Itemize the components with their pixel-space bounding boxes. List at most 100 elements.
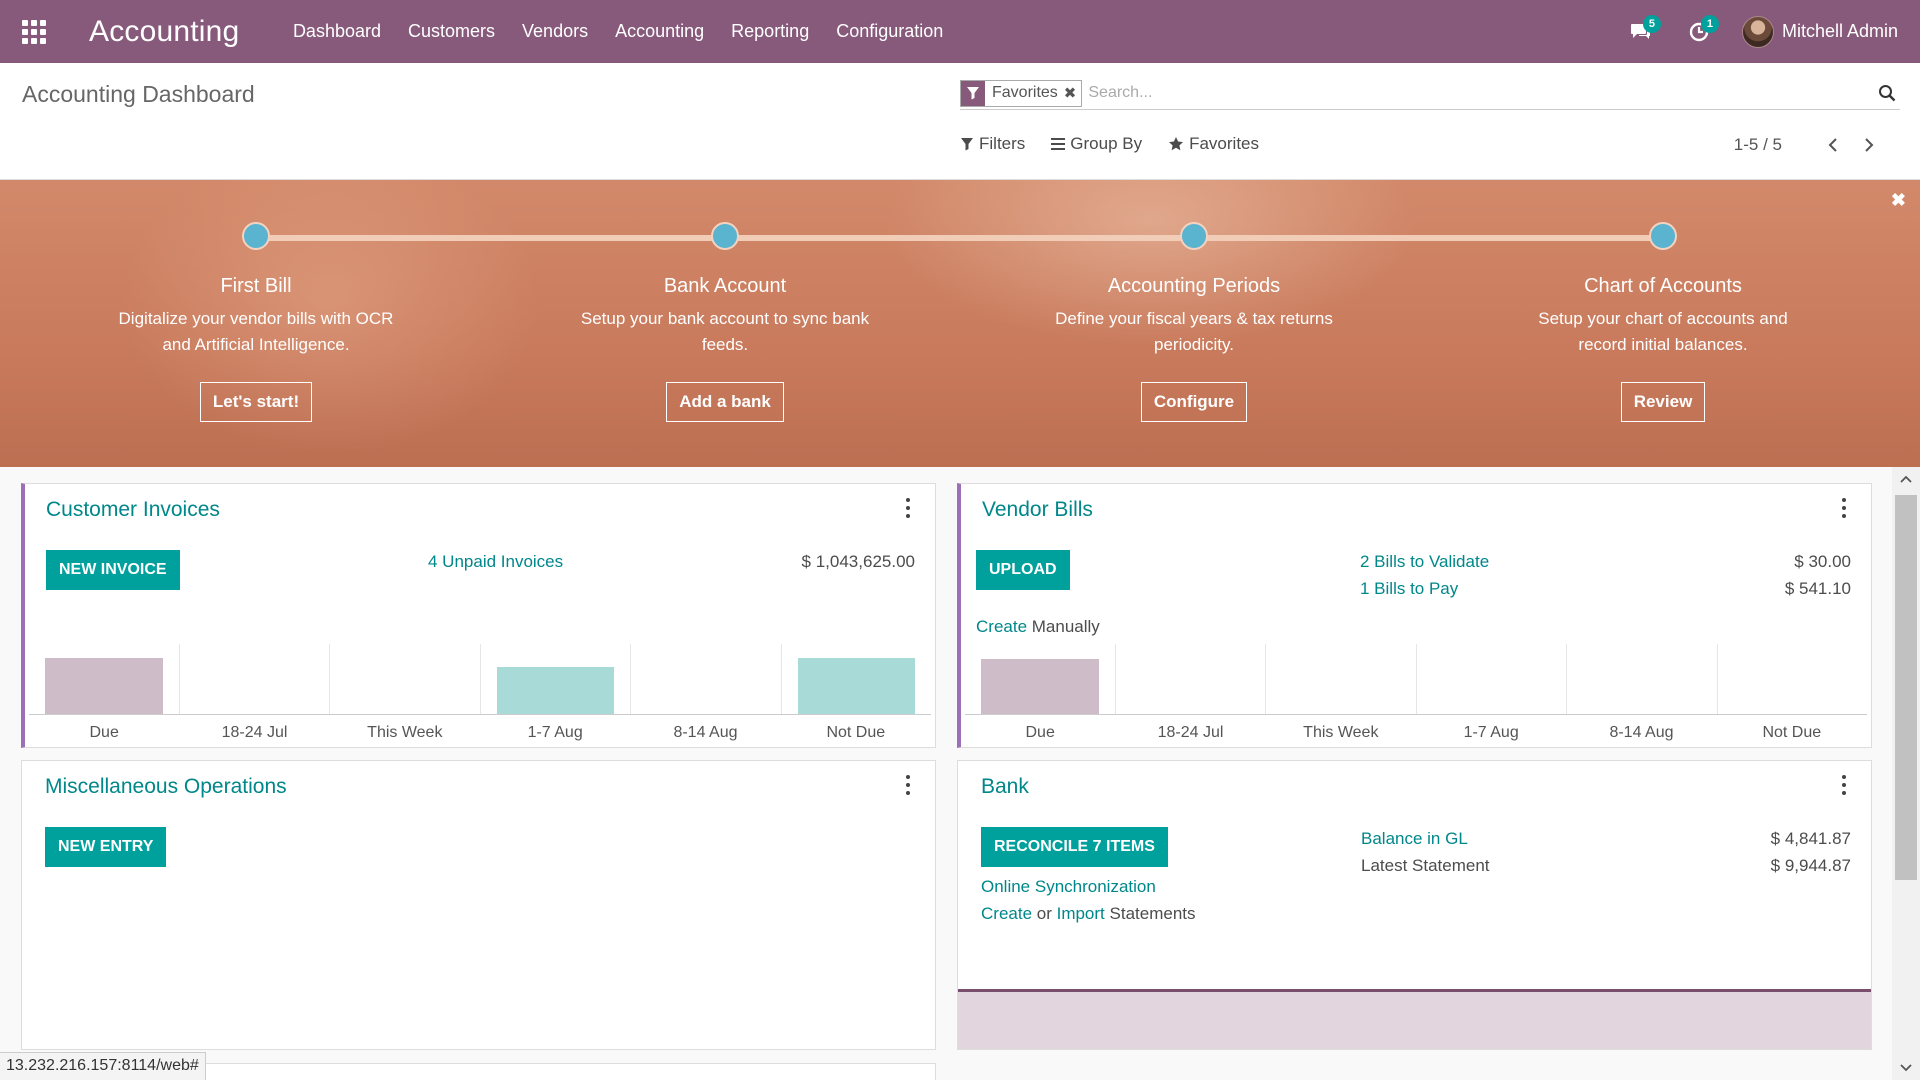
unpaid-invoices-link[interactable]: 4 Unpaid Invoices — [428, 552, 564, 571]
step-description: Digitalize your vendor bills with OCR an… — [118, 309, 394, 354]
search-icon[interactable] — [1874, 80, 1900, 106]
onboarding-step-accounting-periods: Accounting Periods Define your fiscal ye… — [979, 222, 1409, 422]
pager-previous-icon[interactable] — [1822, 134, 1844, 156]
apps-grid-icon[interactable] — [21, 19, 47, 45]
online-sync-link[interactable]: Online Synchronization — [981, 877, 1156, 896]
latest-statement-amount: $ 9,944.87 — [1770, 856, 1851, 875]
avatar — [1741, 15, 1774, 48]
facet-close-icon[interactable]: ✖ — [1063, 85, 1077, 102]
scroll-down-icon[interactable] — [1892, 1058, 1920, 1078]
add-bank-button[interactable]: Add a bank — [666, 382, 784, 422]
onboarding-step-first-bill: First Bill Digitalize your vendor bills … — [41, 222, 471, 422]
pager: 1-5 / 5 — [1734, 134, 1880, 156]
graph-label: 18-24 Jul — [221, 724, 288, 741]
user-menu[interactable]: Mitchell Admin — [1741, 15, 1898, 48]
create-link[interactable]: Create — [976, 617, 1028, 636]
latest-statement-label: Latest Statement — [1361, 856, 1490, 875]
favorites-button[interactable]: Favorites — [1168, 134, 1259, 154]
bills-to-pay-link[interactable]: 1 Bills to Pay — [1360, 579, 1459, 598]
onboarding-banner: ✖ First Bill Digitalize your vendor bill… — [0, 180, 1920, 467]
graph-bar-1-7-aug — [496, 667, 614, 714]
card-title[interactable]: Customer Invoices — [46, 498, 220, 521]
graph-labels: Due 18-24 Jul This Week 1-7 Aug 8-14 Aug… — [29, 724, 931, 742]
filters-label: Filters — [979, 134, 1026, 153]
step-dot — [242, 222, 270, 250]
invoice-graph[interactable] — [29, 644, 931, 714]
graph-label: Due — [89, 724, 119, 741]
pager-value[interactable]: 1-5 / 5 — [1733, 135, 1782, 154]
graph-label: 18-24 Jul — [1157, 724, 1224, 741]
card-title[interactable]: Vendor Bills — [982, 498, 1093, 521]
statements-text: Statements — [1104, 904, 1196, 923]
new-entry-button[interactable]: NEW ENTRY — [45, 827, 167, 867]
configure-button[interactable]: Configure — [1140, 382, 1248, 422]
review-button[interactable]: Review — [1620, 382, 1706, 422]
menu-reporting[interactable]: Reporting — [731, 21, 810, 41]
filter-icon — [961, 138, 973, 151]
graph-bar-due — [45, 658, 163, 714]
graph-bar-due — [981, 659, 1099, 714]
graph-label: Not Due — [826, 724, 886, 741]
groupby-button[interactable]: Group By — [1051, 134, 1142, 154]
menu-dashboard[interactable]: Dashboard — [292, 21, 381, 41]
bills-to-validate-link[interactable]: 2 Bills to Validate — [1360, 552, 1490, 571]
onboarding-step-bank-account: Bank Account Setup your bank account to … — [510, 222, 940, 422]
card-title[interactable]: Bank — [981, 775, 1029, 798]
scrollbar[interactable] — [1892, 467, 1920, 1080]
scroll-thumb[interactable] — [1895, 495, 1917, 880]
step-dot — [711, 222, 739, 250]
activities-button[interactable]: 1 — [1684, 14, 1719, 47]
upload-button[interactable]: UPLOAD — [976, 550, 1070, 590]
scroll-up-icon[interactable] — [1892, 469, 1920, 489]
bills-graph[interactable] — [965, 644, 1867, 714]
create-link[interactable]: Create — [981, 904, 1033, 923]
menu-accounting[interactable]: Accounting — [615, 21, 705, 41]
or-text: or — [1032, 904, 1057, 923]
kebab-menu-icon[interactable] — [1839, 775, 1849, 795]
bills-to-validate-amount: $ 30.00 — [1794, 552, 1851, 571]
balance-in-gl-link[interactable]: Balance in GL — [1361, 829, 1468, 848]
onboarding-step-chart-of-accounts: Chart of Accounts Setup your chart of ac… — [1448, 222, 1878, 422]
list-icon — [1051, 138, 1066, 150]
messages-button[interactable]: 5 — [1626, 14, 1661, 47]
step-description: Define your fiscal years & tax returns p… — [1055, 309, 1333, 354]
menu-vendors[interactable]: Vendors — [522, 21, 589, 41]
search-facet: Favorites ✖ — [960, 79, 1083, 107]
step-dot — [1180, 222, 1208, 250]
kebab-menu-icon[interactable] — [903, 775, 913, 795]
activities-badge: 1 — [1700, 14, 1719, 33]
lets-start-button[interactable]: Let's start! — [199, 382, 313, 422]
graph-axis — [29, 714, 931, 715]
step-title: First Bill — [220, 275, 292, 297]
filter-facet-icon — [961, 80, 985, 106]
reconcile-button[interactable]: RECONCILE 7 ITEMS — [981, 827, 1168, 867]
main-menu: Dashboard Customers Vendors Accounting R… — [279, 21, 956, 42]
kebab-menu-icon[interactable] — [903, 498, 913, 518]
create-suffix: Manually — [1027, 617, 1100, 636]
close-icon[interactable]: ✖ — [1890, 190, 1906, 210]
create-manually: Create Manually — [976, 617, 1100, 637]
graph-axis — [965, 714, 1867, 715]
filters-button[interactable]: Filters — [960, 134, 1025, 154]
card-title[interactable]: Miscellaneous Operations — [45, 775, 287, 798]
unpaid-invoices-amount: $ 1,043,625.00 — [801, 552, 915, 571]
journal-dashboard: Customer Invoices NEW INVOICE 4 Unpaid I… — [0, 467, 1892, 1080]
kebab-menu-icon[interactable] — [1839, 498, 1849, 518]
menu-configuration[interactable]: Configuration — [836, 21, 944, 41]
app-brand[interactable]: Accounting — [89, 14, 240, 48]
search-input[interactable] — [1088, 84, 1874, 102]
messages-badge: 5 — [1642, 14, 1661, 33]
graph-labels: Due 18-24 Jul This Week 1-7 Aug 8-14 Aug… — [965, 724, 1867, 742]
pager-next-icon[interactable] — [1858, 134, 1880, 156]
graph-label: 1-7 Aug — [1463, 724, 1519, 741]
bank-graph-area[interactable] — [958, 992, 1871, 1049]
graph-label: 8-14 Aug — [1609, 724, 1674, 741]
top-navbar: Accounting Dashboard Customers Vendors A… — [0, 0, 1920, 63]
facet-label: Favorites — [992, 84, 1058, 101]
import-link[interactable]: Import — [1056, 904, 1105, 923]
step-title: Chart of Accounts — [1584, 275, 1742, 297]
vendor-bills-card: Vendor Bills UPLOAD Create Manually 2 Bi… — [957, 483, 1872, 748]
status-url: 13.232.216.157:8114/web# — [0, 1052, 206, 1080]
new-invoice-button[interactable]: NEW INVOICE — [46, 550, 180, 590]
menu-customers[interactable]: Customers — [408, 21, 496, 41]
